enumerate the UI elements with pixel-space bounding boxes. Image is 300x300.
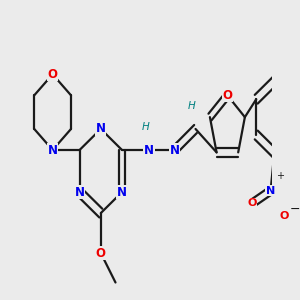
- Text: −: −: [290, 203, 300, 216]
- Text: H: H: [188, 101, 196, 111]
- Text: N: N: [96, 122, 106, 136]
- Text: N: N: [144, 143, 154, 157]
- Text: N: N: [75, 186, 85, 199]
- Text: O: O: [279, 211, 289, 221]
- Text: O: O: [48, 68, 58, 81]
- Text: H: H: [141, 122, 149, 132]
- Text: N: N: [117, 186, 127, 199]
- Text: O: O: [222, 89, 233, 102]
- Text: N: N: [266, 186, 275, 196]
- Text: N: N: [170, 143, 180, 157]
- Text: O: O: [248, 198, 257, 208]
- Text: +: +: [276, 171, 284, 181]
- Text: O: O: [96, 247, 106, 260]
- Text: N: N: [48, 143, 58, 157]
